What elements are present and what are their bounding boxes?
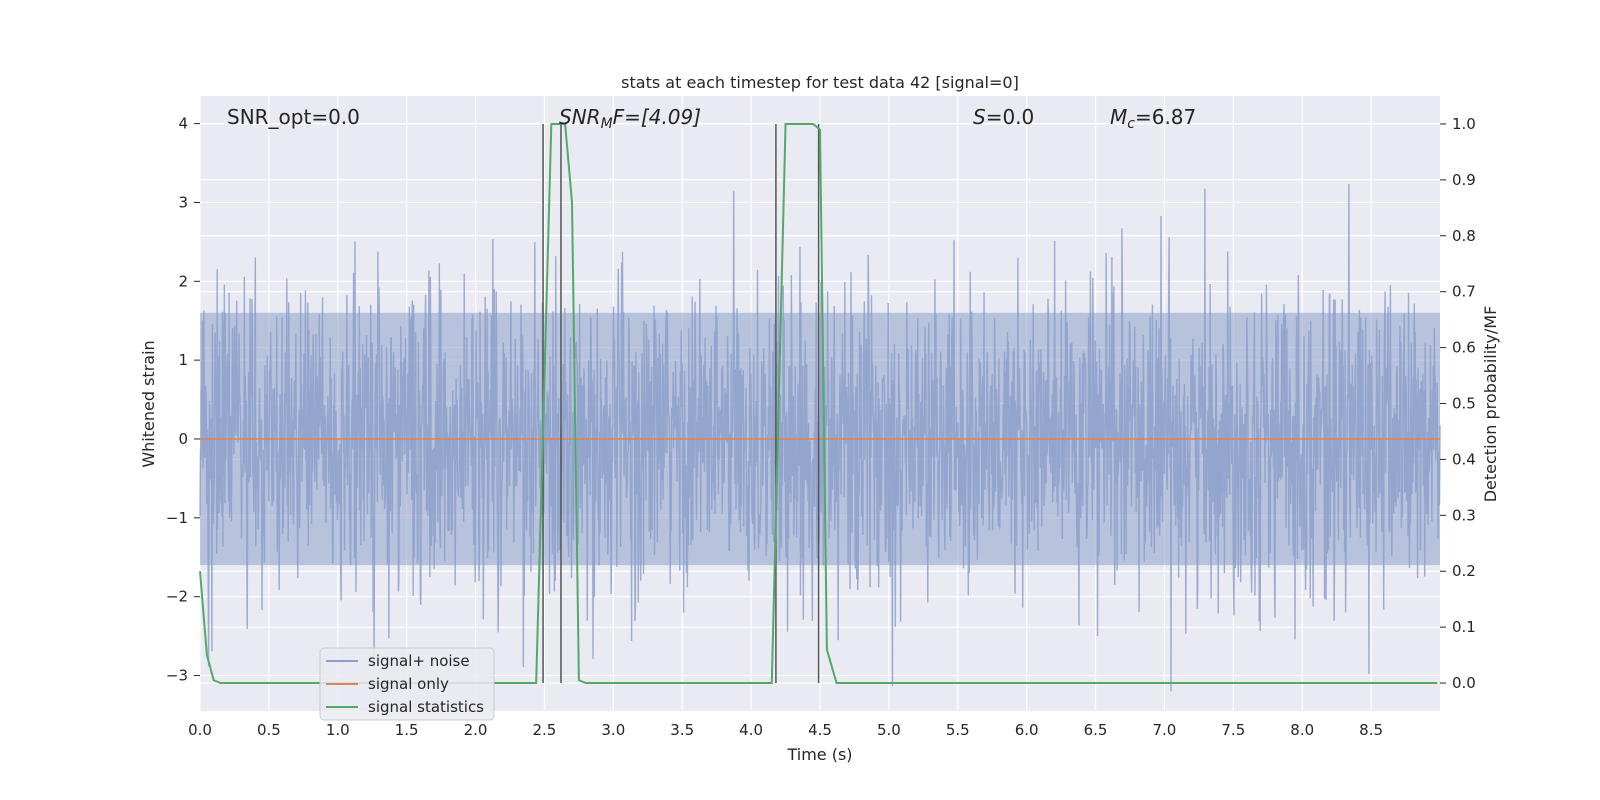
x-tick-label: 3.0 — [601, 721, 625, 739]
y2-tick-label: 0.9 — [1452, 171, 1476, 189]
x-tick-label: 0.5 — [257, 721, 281, 739]
y2-axis-ticks: 1.0 0.9 0.8 0.7 0.6 0.5 0.4 0.3 0.2 0.1 0.0 — [1440, 115, 1476, 692]
y2-tick-label: 0.7 — [1452, 283, 1476, 301]
legend-label-signal-only: signal only — [368, 675, 449, 693]
y2-tick-label: 0.4 — [1452, 450, 1476, 468]
x-tick-label: 1.5 — [395, 721, 419, 739]
y-tick-label: −3 — [166, 667, 188, 685]
series-signal-statistics — [199, 122, 1438, 685]
x-tick-label: 8.5 — [1359, 721, 1383, 739]
x-axis-label: Time (s) — [786, 745, 852, 764]
y-tick-label: 3 — [178, 193, 188, 211]
x-tick-label: 7.5 — [1221, 721, 1245, 739]
x-axis-ticks: 0.0 0.5 1.0 1.5 2.0 2.5 3.0 3.5 4.0 4.5 5.0 5.5 6.0 6… — [188, 721, 1383, 739]
x-tick-label: 4.0 — [739, 721, 763, 739]
x-tick-label: 7.0 — [1153, 721, 1177, 739]
y-tick-label: 0 — [178, 430, 188, 448]
x-tick-label: 6.0 — [1015, 721, 1039, 739]
x-tick-label: 4.5 — [808, 721, 832, 739]
signal-statistics-line — [199, 122, 1438, 685]
annotation-s: S=0.0 — [973, 105, 1034, 129]
x-tick-label: 3.5 — [670, 721, 694, 739]
y-axis-ticks: 4 3 2 1 0 −1 −2 −3 — [166, 115, 200, 685]
x-tick-label: 6.5 — [1084, 721, 1108, 739]
x-tick-label: 0.0 — [188, 721, 212, 739]
y2-tick-label: 0.2 — [1452, 562, 1476, 580]
legend-label-signal-statistics: signal statistics — [368, 698, 484, 716]
y2-tick-label: 0.1 — [1452, 618, 1476, 636]
legend: signal+ noise signal only signal statist… — [319, 647, 495, 721]
x-tick-label: 8.0 — [1290, 721, 1314, 739]
annotation-snr-mf: SNRMF=[4.09] — [559, 105, 701, 132]
y-axis-label: Whitened strain — [139, 340, 158, 467]
y-tick-label: 1 — [178, 351, 188, 369]
y2-tick-label: 0.3 — [1452, 506, 1476, 524]
x-tick-label: 5.0 — [877, 721, 901, 739]
x-tick-label: 1.0 — [326, 721, 350, 739]
y2-tick-label: 0.6 — [1452, 339, 1476, 357]
x-tick-label: 2.0 — [464, 721, 488, 739]
y-tick-label: 4 — [178, 115, 188, 133]
annotation-mc: Mc=6.87 — [1110, 105, 1196, 132]
legend-label-signal-noise: signal+ noise — [368, 652, 470, 670]
x-tick-label: 2.5 — [533, 721, 557, 739]
y2-tick-label: 0.0 — [1452, 674, 1476, 692]
annotation-snr-opt: SNR_opt=0.0 — [227, 105, 360, 129]
y2-axis-label: Detection probability/MF — [1481, 306, 1500, 503]
y2-tick-label: 1.0 — [1452, 115, 1476, 133]
y-tick-label: 2 — [178, 272, 188, 290]
x-tick-label: 5.5 — [946, 721, 970, 739]
y2-tick-label: 0.5 — [1452, 395, 1476, 413]
y2-tick-label: 0.8 — [1452, 227, 1476, 245]
chart-title: stats at each timestep for test data 42 … — [621, 73, 1019, 92]
legend-box — [319, 647, 495, 721]
y-tick-label: −1 — [166, 509, 188, 527]
y-tick-label: −2 — [166, 588, 188, 606]
